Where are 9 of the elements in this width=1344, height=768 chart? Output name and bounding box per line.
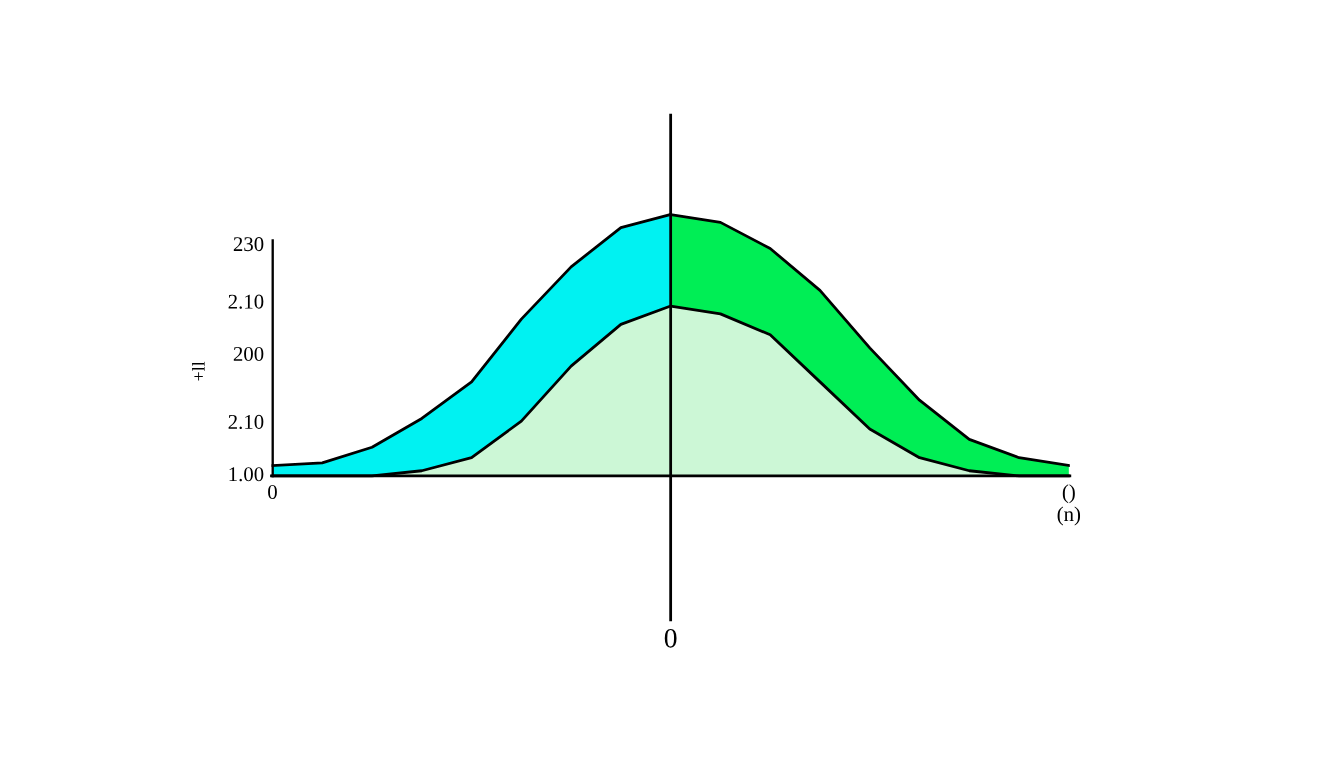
x-tick-label: () xyxy=(1062,484,1075,504)
text: 2.10 xyxy=(228,294,264,309)
text: 1.00 xyxy=(229,467,264,482)
x-axis-title: (n) xyxy=(1057,506,1081,526)
text: 0 xyxy=(664,628,677,648)
y-axis-title: +ll xyxy=(192,361,205,381)
text: 200 xyxy=(233,346,264,361)
text: 2.10 xyxy=(228,414,264,429)
text: 230 xyxy=(233,237,264,252)
